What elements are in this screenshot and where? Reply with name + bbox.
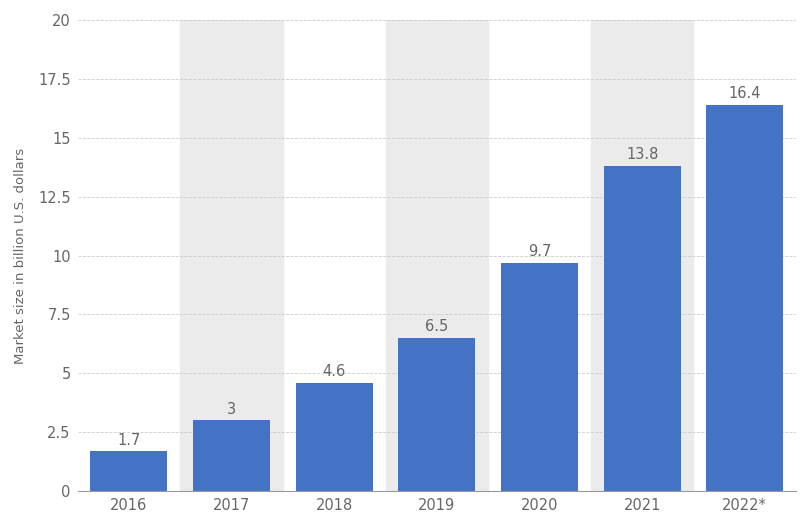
Bar: [706, 105, 783, 491]
Bar: [296, 383, 373, 491]
Bar: [399, 338, 475, 491]
Text: 4.6: 4.6: [322, 364, 346, 379]
Text: 9.7: 9.7: [528, 244, 551, 259]
Bar: [193, 421, 270, 491]
Text: 6.5: 6.5: [425, 319, 449, 335]
Bar: [386, 20, 488, 491]
Y-axis label: Market size in billion U.S. dollars: Market size in billion U.S. dollars: [14, 148, 27, 364]
Text: 16.4: 16.4: [728, 86, 761, 101]
Bar: [501, 262, 578, 491]
Bar: [91, 451, 168, 491]
Bar: [590, 20, 693, 491]
Bar: [180, 20, 283, 491]
Text: 1.7: 1.7: [117, 433, 141, 447]
Bar: [603, 166, 680, 491]
Text: 13.8: 13.8: [626, 148, 659, 162]
Text: 3: 3: [227, 402, 236, 417]
